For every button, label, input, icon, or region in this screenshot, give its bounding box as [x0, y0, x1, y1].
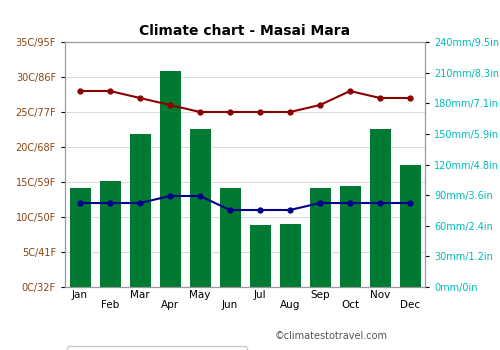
Bar	[190, 129, 210, 287]
Text: Jun: Jun	[222, 300, 238, 310]
Text: ©climatestotravel.com: ©climatestotravel.com	[275, 331, 388, 341]
Bar	[310, 188, 330, 287]
Bar	[370, 129, 390, 287]
Bar	[400, 164, 420, 287]
Bar	[130, 134, 150, 287]
Text: Nov: Nov	[370, 290, 390, 301]
Bar	[160, 71, 180, 287]
Text: Dec: Dec	[400, 300, 420, 310]
Bar	[220, 188, 240, 287]
Text: Apr: Apr	[161, 300, 179, 310]
Bar	[250, 225, 270, 287]
Text: May: May	[190, 290, 210, 301]
Text: Aug: Aug	[280, 300, 300, 310]
Bar	[70, 188, 90, 287]
Text: Mar: Mar	[130, 290, 150, 301]
Title: Climate chart - Masai Mara: Climate chart - Masai Mara	[140, 24, 350, 38]
Text: Feb: Feb	[101, 300, 119, 310]
Bar	[280, 224, 300, 287]
Bar	[340, 186, 360, 287]
Text: Jan: Jan	[72, 290, 88, 301]
Text: Jul: Jul	[254, 290, 266, 301]
Legend: Prec, Min, Max: Prec, Min, Max	[67, 346, 247, 350]
Text: Sep: Sep	[310, 290, 330, 301]
Text: Oct: Oct	[341, 300, 359, 310]
Bar	[100, 181, 120, 287]
